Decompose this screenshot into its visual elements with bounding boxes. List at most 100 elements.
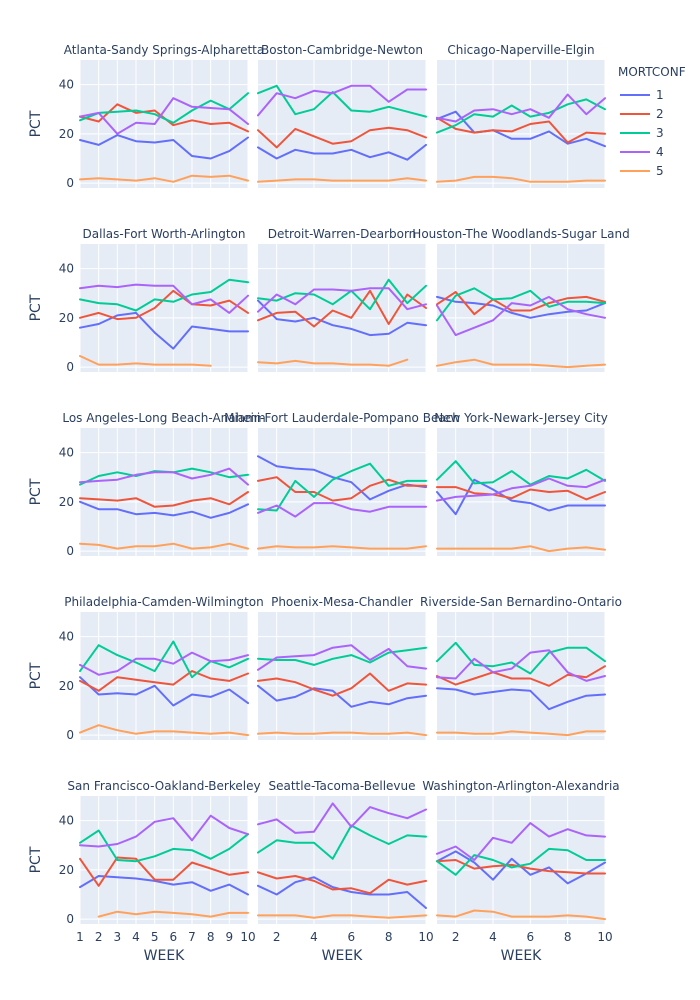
- series-line-1: [436, 110, 606, 148]
- legend: MORTCONF 1 2 3 4 5: [618, 65, 686, 178]
- series-line-4: [257, 84, 427, 117]
- legend-title: MORTCONF: [618, 65, 686, 79]
- x-tick-label: 10: [597, 930, 612, 944]
- legend-label: 1: [656, 88, 664, 102]
- series-line-2: [257, 871, 427, 895]
- plot-area: [437, 244, 605, 372]
- series-line-5: [79, 724, 249, 737]
- x-tick-label: 8: [564, 930, 572, 944]
- panel-title: Houston-The Woodlands-Sugar Land: [412, 227, 629, 241]
- plot-area: [258, 428, 426, 556]
- series-line-4: [79, 814, 249, 848]
- series-line-1: [79, 676, 249, 707]
- series-line-3: [436, 460, 606, 486]
- panel-title: Seattle-Tacoma-Bellevue: [268, 779, 415, 793]
- plot-area: [258, 612, 426, 740]
- series-line-4: [257, 802, 427, 834]
- facet-panel: Washington-Arlington-Alexandria 2 4 6 8 10 WEE…: [422, 779, 619, 964]
- series-line-5: [436, 909, 606, 921]
- y-tick-label: 0: [66, 728, 74, 742]
- plot-area: [80, 796, 248, 924]
- facet-panel: Seattle-Tacoma-Bellevue 2 4 6 8 10 WEEK: [257, 779, 434, 964]
- series-line-2: [79, 491, 249, 508]
- series-line-3: [257, 824, 427, 860]
- y-tick-label: 20: [59, 679, 74, 693]
- series-line-2: [436, 116, 606, 144]
- y-tick-label: 40: [59, 814, 74, 828]
- plot-area: [437, 428, 605, 556]
- x-tick-label: 2: [95, 930, 103, 944]
- facet-panel: Atlanta-Sandy Springs-Alpharetta 0 20 40 PCT: [28, 43, 264, 190]
- x-tick-label: 8: [207, 930, 215, 944]
- facet-panel: Detroit-Warren-Dearborn: [257, 227, 427, 372]
- y-axis-title: PCT: [28, 478, 44, 505]
- series-line-5: [79, 174, 249, 183]
- series-line-1: [436, 687, 606, 711]
- panel-title: New York-Newark-Jersey City: [434, 411, 608, 425]
- legend-label: 4: [656, 145, 664, 159]
- legend-item-5[interactable]: 5: [620, 164, 664, 178]
- y-tick-label: 40: [59, 630, 74, 644]
- x-tick-label: 5: [151, 930, 159, 944]
- panel-title: Riverside-San Bernardino-Ontario: [420, 595, 622, 609]
- series-line-5: [257, 914, 427, 919]
- series-line-4: [257, 644, 427, 671]
- x-axis-title: WEEK: [501, 948, 543, 964]
- y-tick-label: 20: [59, 311, 74, 325]
- plot-area: [80, 428, 248, 556]
- facet-panel: Houston-The Woodlands-Sugar Land: [412, 227, 630, 372]
- y-axis-title: PCT: [28, 662, 44, 689]
- series-line-2: [257, 672, 427, 697]
- series-line-3: [257, 84, 427, 118]
- legend-item-1[interactable]: 1: [620, 88, 664, 102]
- x-tick-label: 9: [226, 930, 234, 944]
- series-line-5: [436, 545, 606, 553]
- series-line-1: [257, 143, 427, 161]
- series-line-2: [79, 856, 249, 887]
- series-line-1: [257, 299, 427, 337]
- series-line-4: [436, 649, 606, 682]
- x-tick-label: 4: [489, 930, 497, 944]
- plot-area: [258, 796, 426, 924]
- y-axis-title: PCT: [28, 846, 44, 873]
- panel-title: Detroit-Warren-Dearborn: [268, 227, 417, 241]
- series-line-3: [257, 646, 427, 666]
- y-axis-title: PCT: [28, 110, 44, 137]
- x-tick-label: 4: [132, 930, 140, 944]
- x-tick-label: 10: [418, 930, 433, 944]
- series-line-4: [436, 93, 606, 123]
- facet-panel: Chicago-Naperville-Elgin: [436, 43, 606, 188]
- facet-panel: Boston-Cambridge-Newton: [257, 43, 427, 188]
- series-line-5: [257, 177, 427, 183]
- series-line-3: [257, 278, 427, 311]
- x-tick-label: 10: [240, 930, 255, 944]
- plot-area: [80, 244, 248, 372]
- legend-item-4[interactable]: 4: [620, 145, 664, 159]
- series-line-5: [436, 175, 606, 183]
- y-tick-label: 0: [66, 544, 74, 558]
- series-line-5: [79, 355, 212, 367]
- legend-label: 5: [656, 164, 664, 178]
- panel-title: Los Angeles-Long Beach-Anaheim: [62, 411, 265, 425]
- y-tick-label: 20: [59, 495, 74, 509]
- series-line-1: [257, 455, 427, 501]
- series-line-3: [436, 847, 606, 876]
- series-line-5: [436, 730, 606, 737]
- legend-item-3[interactable]: 3: [620, 126, 664, 140]
- series-line-5: [257, 358, 409, 367]
- panel-title: Chicago-Naperville-Elgin: [447, 43, 594, 57]
- x-tick-label: 4: [310, 930, 318, 944]
- x-tick-label: 6: [527, 930, 535, 944]
- plot-area: [437, 60, 605, 188]
- facet-panel: Phoenix-Mesa-Chandler: [257, 595, 427, 740]
- x-tick-label: 8: [385, 930, 393, 944]
- series-line-3: [79, 640, 249, 679]
- y-tick-label: 0: [66, 360, 74, 374]
- legend-item-2[interactable]: 2: [620, 107, 664, 121]
- x-tick-label: 1: [76, 930, 84, 944]
- x-tick-label: 6: [170, 930, 178, 944]
- series-line-2: [436, 291, 606, 316]
- facet-panel: Philadelphia-Camden-Wilmington 0 20 40 PCT: [28, 595, 264, 742]
- y-tick-label: 0: [66, 912, 74, 926]
- series-line-3: [436, 287, 606, 322]
